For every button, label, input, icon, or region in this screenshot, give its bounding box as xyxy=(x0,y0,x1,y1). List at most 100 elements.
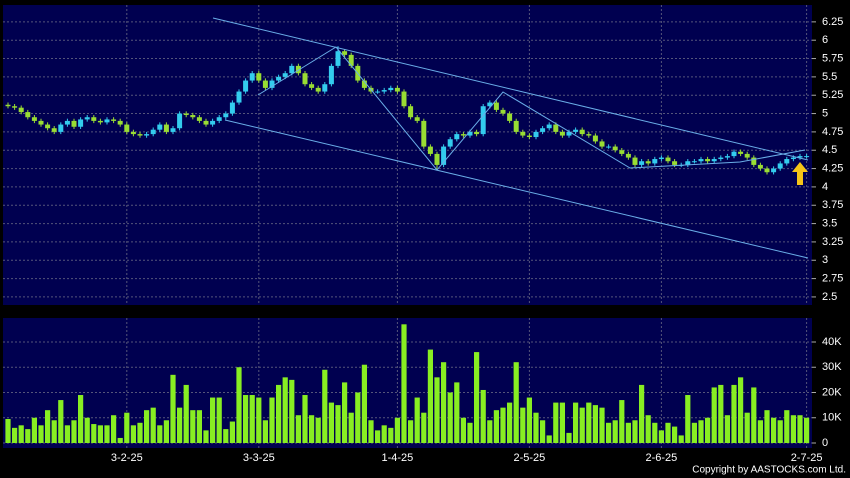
volume-bar xyxy=(460,417,466,443)
volume-bar xyxy=(177,407,183,443)
y-tick-label: 0 xyxy=(822,437,828,449)
candle-body xyxy=(599,141,605,147)
volume-bar xyxy=(777,420,783,443)
volume-bar xyxy=(606,422,612,443)
candle-body xyxy=(625,153,631,158)
volume-bar xyxy=(526,397,532,443)
candle-body xyxy=(586,134,592,136)
channel-bottom xyxy=(224,119,809,259)
volume-bar xyxy=(454,382,460,443)
candle-body xyxy=(487,102,493,107)
candle-body xyxy=(724,156,730,158)
volume-bar xyxy=(586,402,592,443)
volume-bar xyxy=(295,415,301,443)
candle-body xyxy=(183,113,189,116)
y-tick-label: 2.5 xyxy=(822,291,837,303)
y-tick-label: 5.75 xyxy=(822,52,843,64)
candle-body xyxy=(342,51,348,55)
y-tick-label: 40K xyxy=(822,336,842,348)
candle-body xyxy=(691,161,697,163)
candle-body xyxy=(276,76,282,81)
candle-body xyxy=(632,157,638,165)
volume-bar xyxy=(256,397,262,443)
candle-body xyxy=(91,117,97,121)
volume-bar xyxy=(427,349,433,443)
candle-body xyxy=(111,119,117,121)
candle-body xyxy=(64,120,70,125)
candle-body xyxy=(25,112,31,118)
candle-body xyxy=(685,161,691,165)
candle-body xyxy=(797,156,803,158)
candle-body xyxy=(375,91,381,93)
candle-body xyxy=(117,120,123,125)
volume-bar xyxy=(223,429,229,443)
y-tick-label: 6.25 xyxy=(822,16,843,28)
volume-bar xyxy=(375,430,381,443)
volume-bar xyxy=(665,422,671,443)
volume-bar xyxy=(157,425,163,443)
volume-bar xyxy=(210,397,216,443)
volume-bar xyxy=(784,410,790,443)
volume-bar xyxy=(718,384,724,443)
y-tick-label: 3.75 xyxy=(822,199,843,211)
candle-body xyxy=(606,146,612,148)
candle-body xyxy=(731,151,737,157)
volume-bar xyxy=(269,397,275,443)
candle-body xyxy=(289,65,295,74)
candle-body xyxy=(203,120,209,125)
volume-bar xyxy=(619,400,625,443)
candle-body xyxy=(84,117,90,120)
candle-body xyxy=(751,157,757,165)
volume-bar xyxy=(771,417,777,443)
volume-bar xyxy=(599,407,605,443)
volume-bar xyxy=(579,407,585,443)
candle-body xyxy=(58,124,64,132)
volume-bar xyxy=(573,402,579,443)
candle-body xyxy=(777,163,783,169)
candle-body xyxy=(196,117,202,121)
candle-body xyxy=(467,131,473,136)
volume-bar xyxy=(150,407,156,443)
candle-body xyxy=(566,131,572,136)
y-tick-label: 3.25 xyxy=(822,236,843,248)
candle-body xyxy=(177,113,183,129)
volume-bar xyxy=(45,410,51,443)
candle-body xyxy=(282,73,288,77)
candle-body xyxy=(421,120,427,147)
candle-body xyxy=(5,104,11,107)
volume-bar xyxy=(757,420,763,443)
y-tick-label: 20K xyxy=(822,386,842,398)
candle-body xyxy=(658,157,664,160)
candle-body xyxy=(388,87,394,91)
volume-bar xyxy=(130,425,136,443)
volume-bar xyxy=(705,417,711,443)
volume-bar xyxy=(540,420,546,443)
volume-bar xyxy=(355,392,361,443)
candle-body xyxy=(130,131,136,135)
volume-bar xyxy=(249,395,255,443)
candle-body xyxy=(328,65,334,85)
volume-bar xyxy=(71,420,77,443)
x-tick-label: 2-6-25 xyxy=(646,452,678,464)
volume-bar xyxy=(5,419,11,443)
candle-body xyxy=(546,124,552,129)
volume-bar xyxy=(322,369,328,443)
volume-bar xyxy=(790,415,796,443)
candle-body xyxy=(361,80,367,88)
candle-body xyxy=(71,120,77,127)
candle-body xyxy=(520,131,526,136)
volume-bar xyxy=(289,379,295,443)
volume-bar xyxy=(685,395,691,443)
candle-body xyxy=(533,131,539,138)
candle-body xyxy=(216,117,222,121)
volume-bar xyxy=(124,412,130,443)
candle-body xyxy=(540,128,546,132)
y-tick-label: 4.25 xyxy=(822,162,843,174)
candle-body xyxy=(804,156,810,158)
candle-body xyxy=(51,128,57,132)
zigzag xyxy=(257,46,806,171)
candle-body xyxy=(738,151,744,154)
candle-body xyxy=(45,124,51,129)
candle-body xyxy=(427,146,433,154)
candle-body xyxy=(493,102,499,110)
